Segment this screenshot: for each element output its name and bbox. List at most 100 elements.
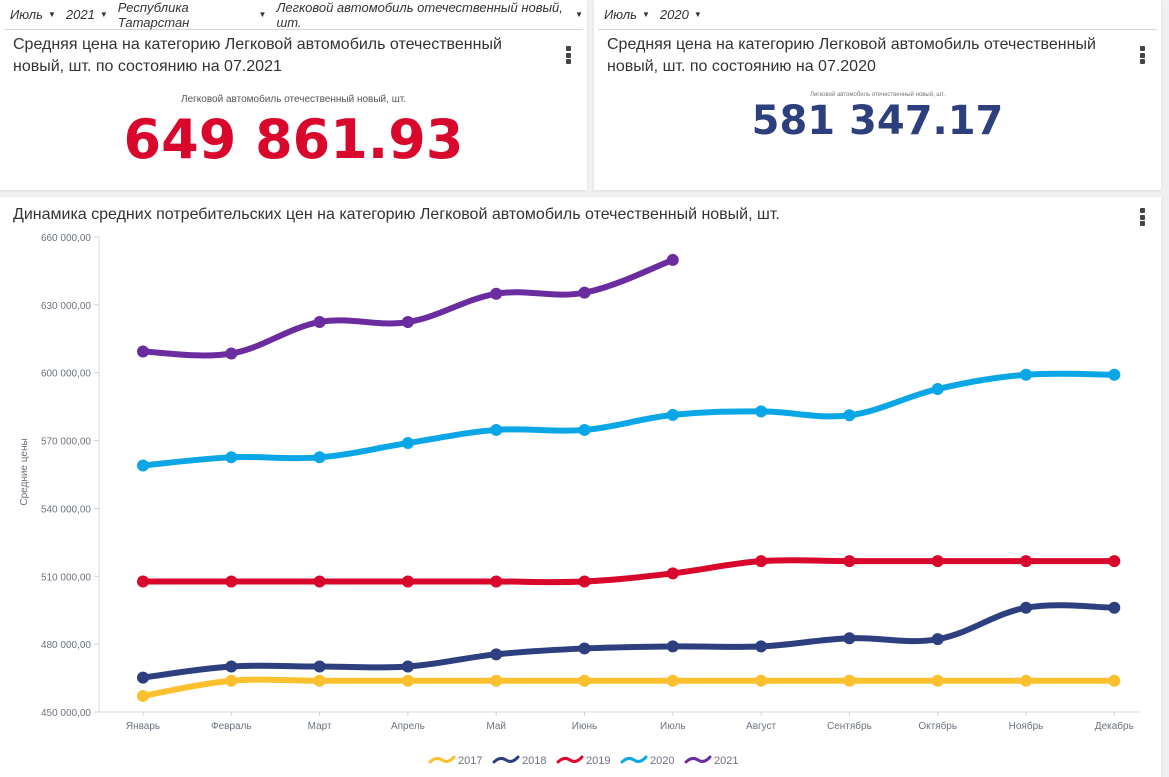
kpi-value: 649 861.93: [123, 108, 464, 171]
x-tick-label: Ноябрь: [1009, 720, 1044, 732]
data-point-2019-4: [401, 575, 414, 588]
data-point-2019-11: [1020, 555, 1032, 568]
filter-year[interactable]: 2020 ▼: [659, 7, 702, 22]
data-point-2019-5: [490, 575, 503, 588]
series-line-2019: [140, 557, 1118, 586]
legend-item-2019[interactable]: 2019: [556, 755, 610, 767]
y-tick-label: 540 000,00: [41, 504, 91, 515]
kpi-subtitle: Легковой автомобиль отечественный новый,…: [810, 92, 945, 98]
data-point-2018-11: [1020, 601, 1032, 614]
data-point-2017-9: [843, 674, 856, 687]
data-point-2021-1: [137, 345, 149, 358]
x-tick-label: Октябрь: [918, 720, 957, 732]
filter-category[interactable]: Легковой автомобиль отечественный новый,…: [276, 0, 583, 30]
x-tick-label: Август: [746, 721, 777, 732]
x-tick-label: Декабрь: [1095, 720, 1134, 732]
series-line-2018: [140, 602, 1118, 681]
data-point-2017-6: [578, 674, 591, 687]
filter-bar: Июль ▼ 2020 ▼: [598, 0, 1157, 30]
y-tick-label: 510 000,00: [41, 572, 91, 583]
series-2017: [137, 674, 1121, 702]
y-tick-label: 660 000,00: [41, 233, 91, 244]
filter-region[interactable]: Республика Татарстан ▼: [117, 0, 267, 30]
chart-title: Динамика средних потребительских цен на …: [13, 206, 780, 223]
series-line-2020: [140, 370, 1118, 469]
data-point-2018-2: [225, 660, 238, 673]
caret-down-icon: ▼: [575, 10, 583, 19]
kpi-card-2020: Июль ▼ 2020 ▼ Средняя цена на категорию Ле…: [594, 0, 1161, 190]
caret-down-icon: ▼: [641, 10, 650, 19]
legend-label: 2017: [458, 755, 482, 767]
chart-card: Динамика средних потребительских цен на …: [0, 197, 1161, 777]
data-point-2018-6: [578, 642, 591, 655]
data-point-2020-3: [313, 451, 326, 464]
data-point-2021-7: [666, 253, 679, 266]
y-tick-label: 570 000,00: [41, 437, 91, 448]
data-point-2020-5: [490, 423, 503, 436]
more-options-icon[interactable]: [1140, 46, 1146, 64]
y-axis-label: Средние цены: [19, 438, 30, 505]
data-point-2018-8: [755, 640, 768, 653]
card-title: Средняя цена на категорию Легковой автом…: [607, 36, 1096, 75]
data-point-2018-1: [137, 671, 149, 684]
x-tick-label: Апрель: [391, 721, 425, 732]
series-line-2017: [140, 676, 1118, 699]
legend-item-2017[interactable]: 2017: [428, 755, 482, 767]
data-point-2020-7: [666, 408, 679, 421]
filter-month[interactable]: Июль ▼: [10, 7, 56, 22]
x-tick-label: Март: [308, 721, 332, 732]
data-point-2020-11: [1020, 368, 1032, 381]
series-2018: [137, 601, 1121, 684]
legend-item-2020[interactable]: 2020: [620, 755, 674, 767]
data-point-2020-9: [843, 409, 856, 422]
data-point-2021-3: [313, 316, 326, 329]
caret-down-icon: ▼: [258, 10, 267, 19]
y-tick-label: 480 000,00: [41, 640, 91, 651]
data-point-2019-3: [313, 575, 326, 588]
data-point-2017-1: [137, 689, 149, 702]
legend-swatch-icon: [620, 755, 648, 764]
data-point-2017-7: [666, 674, 679, 687]
data-point-2020-4: [401, 437, 414, 450]
data-point-2018-7: [666, 640, 679, 653]
data-point-2020-1: [137, 459, 149, 472]
legend-swatch-icon: [492, 755, 520, 764]
y-tick-label: 630 000,00: [41, 301, 91, 312]
data-point-2020-12: [1108, 368, 1121, 381]
data-point-2017-3: [313, 674, 326, 687]
legend-label: 2021: [714, 755, 738, 767]
x-tick-label: Февраль: [211, 721, 252, 732]
x-tick-label: Июнь: [572, 721, 597, 732]
caret-down-icon: ▼: [99, 10, 108, 19]
data-point-2017-2: [225, 674, 238, 687]
series-2021: [137, 253, 679, 360]
series-line-2021: [140, 256, 676, 359]
legend-label: 2018: [522, 755, 546, 767]
more-options-icon[interactable]: [1140, 208, 1146, 226]
card-title: Средняя цена на категорию Легковой автом…: [13, 36, 502, 75]
data-point-2019-9: [843, 555, 856, 568]
kpi-subtitle: Легковой автомобиль отечественный новый,…: [181, 94, 406, 105]
data-point-2019-2: [225, 575, 238, 588]
y-tick-label: 600 000,00: [41, 369, 91, 380]
data-point-2020-2: [225, 451, 238, 464]
legend-item-2021[interactable]: 2021: [684, 755, 738, 767]
filter-month[interactable]: Июль ▼: [604, 7, 650, 22]
legend-swatch-icon: [428, 755, 456, 764]
data-point-2017-11: [1020, 674, 1032, 687]
data-point-2021-4: [401, 316, 414, 329]
data-point-2019-12: [1108, 555, 1121, 568]
data-point-2017-10: [931, 674, 944, 687]
data-point-2019-8: [755, 555, 768, 568]
x-tick-label: Сентябрь: [827, 720, 872, 732]
legend-item-2018[interactable]: 2018: [492, 755, 546, 767]
data-point-2020-8: [755, 405, 768, 418]
data-point-2020-6: [578, 423, 591, 436]
data-point-2017-5: [490, 674, 503, 687]
more-options-icon[interactable]: [566, 46, 572, 64]
y-tick-label: 450 000,00: [41, 708, 91, 719]
data-point-2018-5: [490, 648, 503, 661]
filter-year[interactable]: 2021 ▼: [65, 7, 108, 22]
legend-label: 2019: [586, 755, 610, 767]
data-point-2018-10: [931, 633, 944, 646]
